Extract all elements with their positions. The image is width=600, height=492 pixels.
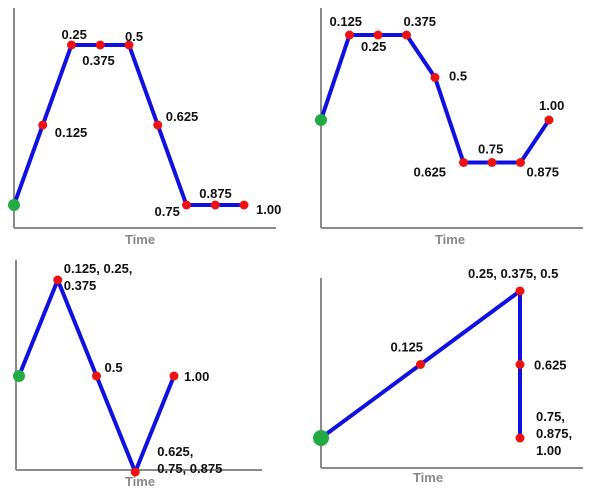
data-point — [210, 200, 220, 210]
data-label: 0.75 — [155, 204, 180, 219]
series-line — [319, 33, 551, 165]
series-line — [12, 43, 246, 207]
chart-panel-top-right: Time 0.125 0.25 0.375 0.5 0.625 0.75 0.875 1.00 — [315, 8, 583, 247]
chart-marks: 0.125 0.25, 0.375, 0.5 0.625 0.75, 0.875, 1.0… — [313, 266, 572, 458]
data-point — [487, 158, 497, 167]
data-point — [153, 120, 163, 130]
data-point — [516, 158, 525, 167]
data-label: 0.125, 0.25, 0.375 — [64, 261, 133, 293]
data-point — [130, 467, 140, 477]
data-point — [402, 30, 411, 40]
data-point — [430, 73, 440, 82]
start-point — [313, 430, 329, 446]
data-label: 0.625 — [534, 358, 567, 373]
x-axis-title: Time — [413, 470, 443, 485]
data-label: 0.25 — [361, 39, 386, 54]
data-label: 0.5 — [449, 69, 467, 84]
chart-marks: 0.125 0.25 0.375 0.5 0.625 0.75 0.875 1.00 — [8, 27, 281, 219]
data-label: 0.5 — [105, 360, 123, 375]
data-label: 0.375 — [82, 53, 115, 68]
data-label: 1.00 — [256, 202, 281, 217]
data-label: 0.375 — [404, 14, 437, 29]
data-point — [239, 200, 249, 210]
data-label: 0.625 — [414, 165, 447, 180]
chart-marks: 0.125 0.25 0.375 0.5 0.625 0.75 0.875 1.00 — [315, 14, 564, 180]
data-point — [515, 286, 525, 296]
start-point — [315, 114, 327, 126]
data-label: 0.125 — [330, 14, 363, 29]
chart-marks: 0.125, 0.25, 0.375 0.5 0.625, 0.75, 0.875 1.0… — [13, 261, 222, 477]
data-point — [38, 120, 48, 130]
data-point — [515, 360, 525, 369]
start-point — [13, 370, 25, 382]
data-point — [67, 40, 76, 50]
data-label: 0.125 — [391, 340, 424, 355]
x-axis-title: Time — [125, 232, 155, 247]
data-point — [124, 40, 134, 50]
data-label: 0.5 — [125, 29, 143, 44]
data-label: 0.875 — [199, 186, 232, 201]
data-point — [53, 275, 63, 285]
data-label: 0.75, 0.875, 1.00 — [536, 409, 572, 458]
data-point — [169, 371, 179, 381]
chart-panel-top-left: Time 0.125 0.25 0.375 0.5 0.625 0.75 0.875 1.00 — [8, 8, 281, 247]
data-point — [544, 115, 554, 125]
data-label: 0.25 — [62, 27, 87, 42]
data-point — [416, 360, 425, 369]
x-axis-title: Time — [125, 474, 155, 489]
data-label: 0.75 — [478, 142, 503, 157]
data-label: 0.875 — [527, 165, 560, 180]
data-label: 1.00 — [539, 98, 564, 113]
chart-panel-bottom-left: Time 0.125, 0.25, 0.375 0.5 0.625, 0.75, 0.8… — [13, 260, 262, 489]
data-point — [92, 371, 101, 381]
data-label: 0.625, 0.75, 0.875 — [157, 444, 222, 476]
data-point — [345, 30, 354, 40]
data-point — [182, 200, 191, 210]
x-axis-title: Time — [435, 232, 465, 247]
chart-panel-bottom-right: Time 0.125 0.25, 0.375, 0.5 0.625 0.75, 0.87… — [313, 266, 583, 485]
data-label: 1.00 — [184, 369, 209, 384]
data-point — [459, 158, 468, 167]
data-label: 0.625 — [166, 109, 199, 124]
start-point — [8, 199, 20, 211]
data-label: 0.125 — [55, 125, 88, 140]
data-point — [515, 433, 525, 443]
data-point — [373, 30, 383, 40]
data-point — [95, 40, 105, 50]
data-label: 0.25, 0.375, 0.5 — [468, 266, 558, 281]
